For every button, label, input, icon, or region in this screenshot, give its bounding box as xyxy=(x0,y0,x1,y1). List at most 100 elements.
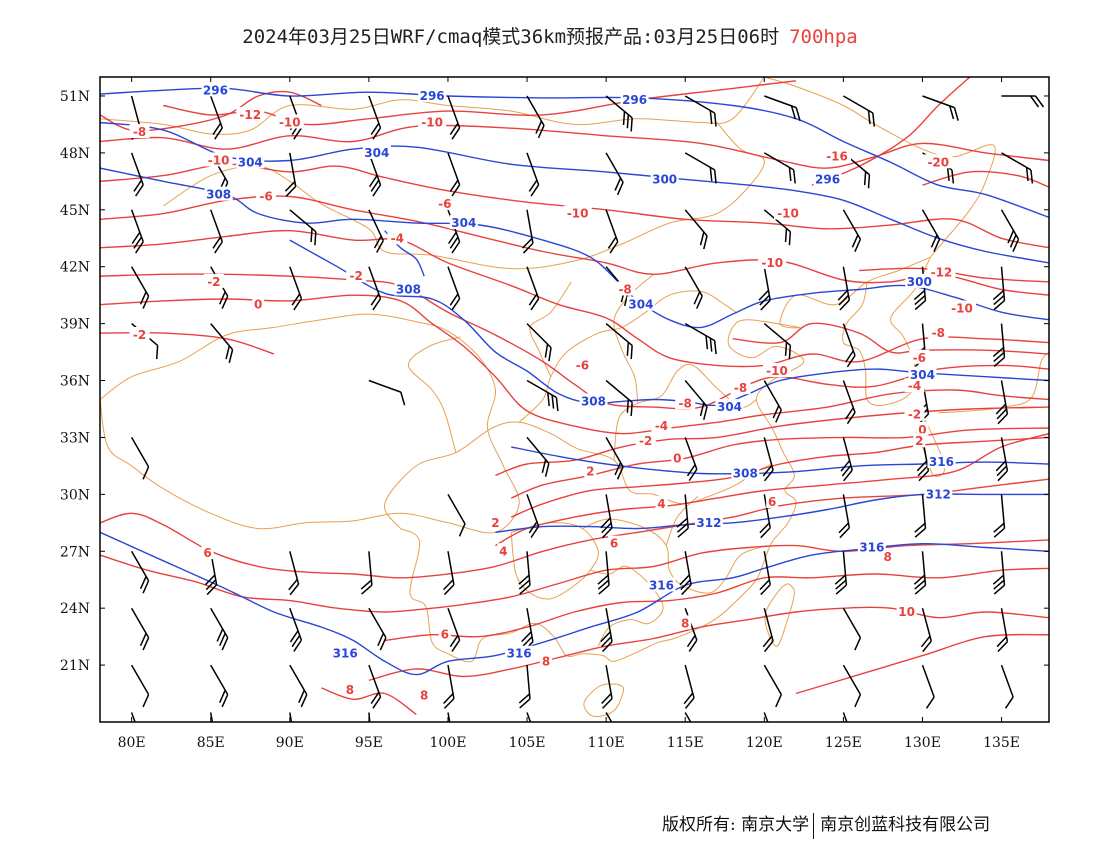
lon-tick-label: 130E xyxy=(904,735,941,751)
barb-feather xyxy=(758,289,770,301)
height-label: 296 xyxy=(815,172,840,186)
temperature-label: -10 xyxy=(777,207,799,221)
barb-feather xyxy=(930,234,938,248)
barb-feather xyxy=(528,521,538,534)
barb-feather xyxy=(839,299,850,311)
barb-feather xyxy=(951,169,955,184)
barb-staff xyxy=(130,266,150,297)
temperature-label: -12 xyxy=(931,265,953,279)
barb-feather xyxy=(537,125,545,139)
temperature-label-bg xyxy=(655,495,668,510)
wind-barb xyxy=(210,664,229,708)
temperature-label-bg xyxy=(275,114,304,129)
barb-staff xyxy=(526,379,557,399)
barb-staff xyxy=(605,608,613,642)
temperature-label: -2 xyxy=(350,269,363,283)
height-label-bg xyxy=(204,186,233,201)
barb-feather xyxy=(376,240,384,253)
barb-feather xyxy=(155,345,159,360)
barb-feather xyxy=(846,412,856,425)
barb-feather xyxy=(713,112,717,127)
wind-barb xyxy=(526,323,552,362)
barb-feather xyxy=(225,345,231,360)
wind-barb xyxy=(842,380,856,425)
wind-barb xyxy=(763,152,796,184)
barb-feather xyxy=(602,641,613,652)
barb-feather xyxy=(221,637,229,651)
barb-feather xyxy=(528,179,538,192)
wind-barb xyxy=(684,712,703,722)
barb-feather xyxy=(518,574,530,585)
barb-feather xyxy=(360,579,372,590)
wind-barb xyxy=(683,664,695,709)
barb-feather xyxy=(530,298,540,311)
barb-feather xyxy=(772,405,780,419)
barb-feather xyxy=(993,300,1005,311)
barb-feather xyxy=(703,406,708,420)
temperature-label: -10 xyxy=(421,116,443,130)
height-label-bg xyxy=(694,514,723,529)
barb-staff xyxy=(684,494,689,529)
barb-feather xyxy=(918,470,929,482)
temperature-label-bg xyxy=(766,493,779,508)
wind-barb xyxy=(1001,152,1034,184)
barb-feather xyxy=(443,693,454,704)
barb-feather xyxy=(518,693,531,704)
barb-feather xyxy=(1030,169,1034,184)
wind-barb xyxy=(605,323,633,360)
barb-feather xyxy=(205,579,217,591)
barb-feather xyxy=(760,527,771,539)
barb-feather xyxy=(683,692,694,705)
barb-feather xyxy=(925,696,935,709)
barb-feather xyxy=(705,335,709,350)
wind-barb xyxy=(838,494,851,539)
temperature-label: -20 xyxy=(927,155,949,169)
barb-feather xyxy=(996,408,1008,420)
barb-feather xyxy=(370,122,380,135)
barb-feather xyxy=(528,293,538,306)
barb-feather xyxy=(760,299,771,311)
lat-tick-label: 45N xyxy=(60,203,90,219)
barb-staff xyxy=(368,95,382,129)
lat-tick-label: 24N xyxy=(60,601,90,617)
barb-feather xyxy=(291,293,301,306)
barb-feather xyxy=(784,342,788,356)
height-label-bg xyxy=(579,393,608,408)
wind-barb xyxy=(289,607,303,652)
wind-barb xyxy=(368,266,382,311)
lat-tick-label: 21N xyxy=(60,658,90,674)
barb-feather xyxy=(443,698,455,709)
barb-staff xyxy=(447,152,461,186)
barb-staff xyxy=(921,664,935,698)
wind-barb xyxy=(764,95,801,121)
barb-feather xyxy=(519,584,531,595)
height-label-bg xyxy=(924,486,953,501)
barb-feather xyxy=(762,635,773,648)
wind-barb xyxy=(605,379,633,416)
boundary-line xyxy=(100,77,765,135)
barb-feather xyxy=(699,402,705,417)
wind-barb xyxy=(209,209,224,254)
temperature-label: 8 xyxy=(883,550,891,564)
temperature-isotherm xyxy=(795,633,1049,695)
wind-barb xyxy=(684,437,698,482)
barb-staff xyxy=(684,380,708,408)
temperature-label-bg xyxy=(418,114,447,129)
temperature-label-bg xyxy=(489,514,502,529)
barb-staff xyxy=(763,209,791,233)
temperature-isotherm xyxy=(811,77,971,186)
barb-feather xyxy=(841,464,852,477)
barb-feather xyxy=(368,175,378,188)
wind-barb xyxy=(842,664,862,708)
height-label-bg xyxy=(449,215,478,230)
temperature-label: -10 xyxy=(761,256,783,270)
barb-staff xyxy=(605,379,633,403)
barb-staff xyxy=(130,209,144,243)
wind-barb xyxy=(368,209,384,253)
wind-barb xyxy=(921,664,935,709)
height-label-bg xyxy=(715,399,744,414)
pressure-level-label: 700hpa xyxy=(789,26,858,48)
barb-feather xyxy=(845,407,854,420)
barb-staff xyxy=(447,551,455,585)
temperature-label: -2 xyxy=(133,328,146,342)
